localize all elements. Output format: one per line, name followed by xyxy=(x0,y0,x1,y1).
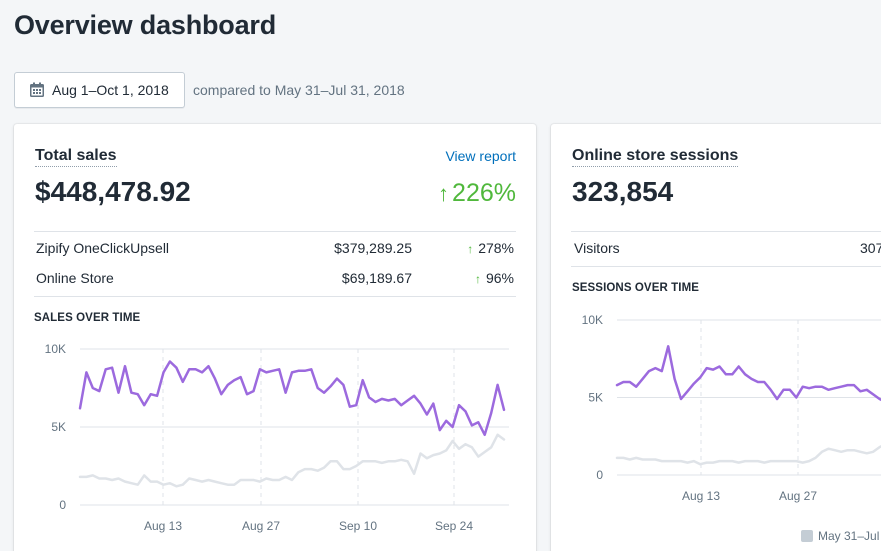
channel-amount: $379,289.25 xyxy=(334,240,412,256)
y-tick-label: 10K xyxy=(582,313,603,327)
total-sales-value: $448,478.92 xyxy=(35,176,191,207)
series-line-comparison[interactable] xyxy=(78,433,506,488)
x-tick-label: Aug 27 xyxy=(242,519,280,533)
x-tick-label: Aug 13 xyxy=(144,519,182,533)
sales-breakdown-row: Online Store $69,189.67 ↑ 96% xyxy=(36,268,514,288)
total-sales-card: Total sales View report $448,478.92 ↑ 22… xyxy=(14,124,536,551)
arrow-up-icon: ↑ xyxy=(438,180,450,206)
online-store-sessions-card: Online store sessions 323,854 Visitors 3… xyxy=(551,124,881,551)
view-report-link[interactable]: View report xyxy=(445,148,516,164)
channel-name: Online Store xyxy=(36,270,114,286)
date-range-button[interactable]: Aug 1–Oct 1, 2018 xyxy=(14,72,185,108)
sessions-chart-title: SESSIONS OVER TIME xyxy=(572,282,700,294)
y-tick-label: 5K xyxy=(51,420,66,434)
y-tick-label: 5K xyxy=(588,391,603,405)
sessions-breakdown-row: Visitors 307 xyxy=(574,238,881,258)
divider xyxy=(34,231,516,232)
page-title: Overview dashboard xyxy=(14,10,276,40)
y-tick-label: 10K xyxy=(45,342,66,356)
arrow-up-icon: ↑ xyxy=(467,242,474,256)
arrow-up-icon: ↑ xyxy=(474,272,481,286)
sales-breakdown-row: Zipify OneClickUpsell $379,289.25 ↑ 278% xyxy=(36,238,514,258)
calendar-icon xyxy=(30,82,44,97)
channel-amount: $69,189.67 xyxy=(341,270,412,286)
y-tick-label: 0 xyxy=(596,468,603,482)
x-tick-label: Sep 10 xyxy=(339,519,377,533)
y-tick-label: 0 xyxy=(59,498,66,512)
legend-comparison[interactable]: May 31–Jul xyxy=(801,529,879,543)
legend-label: May 31–Jul xyxy=(818,529,880,543)
sales-over-time-chart: 10K 5K 0 Aug 13 Aug 27 Sep 10 Sep 24 xyxy=(45,342,509,533)
legend-swatch xyxy=(801,530,813,542)
series-line-current[interactable] xyxy=(78,360,506,437)
divider xyxy=(571,231,881,232)
x-tick-label: Sep 24 xyxy=(435,519,473,533)
sessions-value: 323,854 xyxy=(572,176,674,207)
sessions-title[interactable]: Online store sessions xyxy=(572,147,739,167)
channel-change: ↑ 278% xyxy=(454,240,514,256)
divider xyxy=(571,266,881,267)
series-line-current[interactable] xyxy=(615,345,881,402)
visitors-value: 307 xyxy=(860,240,881,256)
divider xyxy=(34,296,516,297)
channel-change-value: 278% xyxy=(478,240,514,256)
sales-chart-title: SALES OVER TIME xyxy=(34,312,141,324)
x-tick-label: Aug 27 xyxy=(779,489,817,503)
series-line-comparison[interactable] xyxy=(615,444,881,466)
total-sales-change-value: 226% xyxy=(452,179,516,207)
total-sales-title[interactable]: Total sales xyxy=(35,147,117,167)
total-sales-change: ↑ 226% xyxy=(438,179,516,208)
date-range-label: Aug 1–Oct 1, 2018 xyxy=(52,82,169,98)
visitors-label: Visitors xyxy=(574,240,620,256)
channel-name: Zipify OneClickUpsell xyxy=(36,240,170,256)
channel-change-value: 96% xyxy=(485,270,514,286)
channel-change: ↑ 96% xyxy=(454,270,514,286)
comparison-text: compared to May 31–Jul 31, 2018 xyxy=(193,82,405,98)
x-tick-label: Aug 13 xyxy=(682,489,720,503)
